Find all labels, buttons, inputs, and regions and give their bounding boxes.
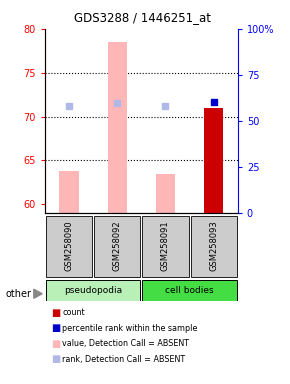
- Bar: [204, 108, 223, 213]
- Bar: [46, 216, 92, 277]
- Bar: [204, 108, 223, 213]
- Text: cell bodies: cell bodies: [165, 286, 214, 295]
- Text: ■: ■: [51, 308, 60, 318]
- Text: ■: ■: [51, 323, 60, 333]
- Polygon shape: [34, 289, 42, 298]
- Text: other: other: [6, 289, 32, 299]
- Bar: [94, 216, 140, 277]
- Bar: [59, 171, 79, 213]
- Text: rank, Detection Call = ABSENT: rank, Detection Call = ABSENT: [62, 354, 186, 364]
- Text: ■: ■: [51, 339, 60, 349]
- Text: GSM258091: GSM258091: [161, 220, 170, 271]
- Text: percentile rank within the sample: percentile rank within the sample: [62, 324, 198, 333]
- Bar: [191, 216, 237, 277]
- Text: ■: ■: [51, 354, 60, 364]
- Text: GSM258093: GSM258093: [209, 220, 218, 271]
- Bar: [142, 280, 237, 301]
- Text: GSM258090: GSM258090: [65, 220, 74, 271]
- Text: count: count: [62, 308, 85, 318]
- Bar: [108, 42, 127, 213]
- Text: pseudopodia: pseudopodia: [64, 286, 122, 295]
- Text: GSM258092: GSM258092: [113, 220, 122, 271]
- Bar: [46, 280, 140, 301]
- Text: value, Detection Call = ABSENT: value, Detection Call = ABSENT: [62, 339, 189, 348]
- Text: GDS3288 / 1446251_at: GDS3288 / 1446251_at: [74, 11, 211, 24]
- Bar: [156, 174, 175, 213]
- Bar: [142, 216, 188, 277]
